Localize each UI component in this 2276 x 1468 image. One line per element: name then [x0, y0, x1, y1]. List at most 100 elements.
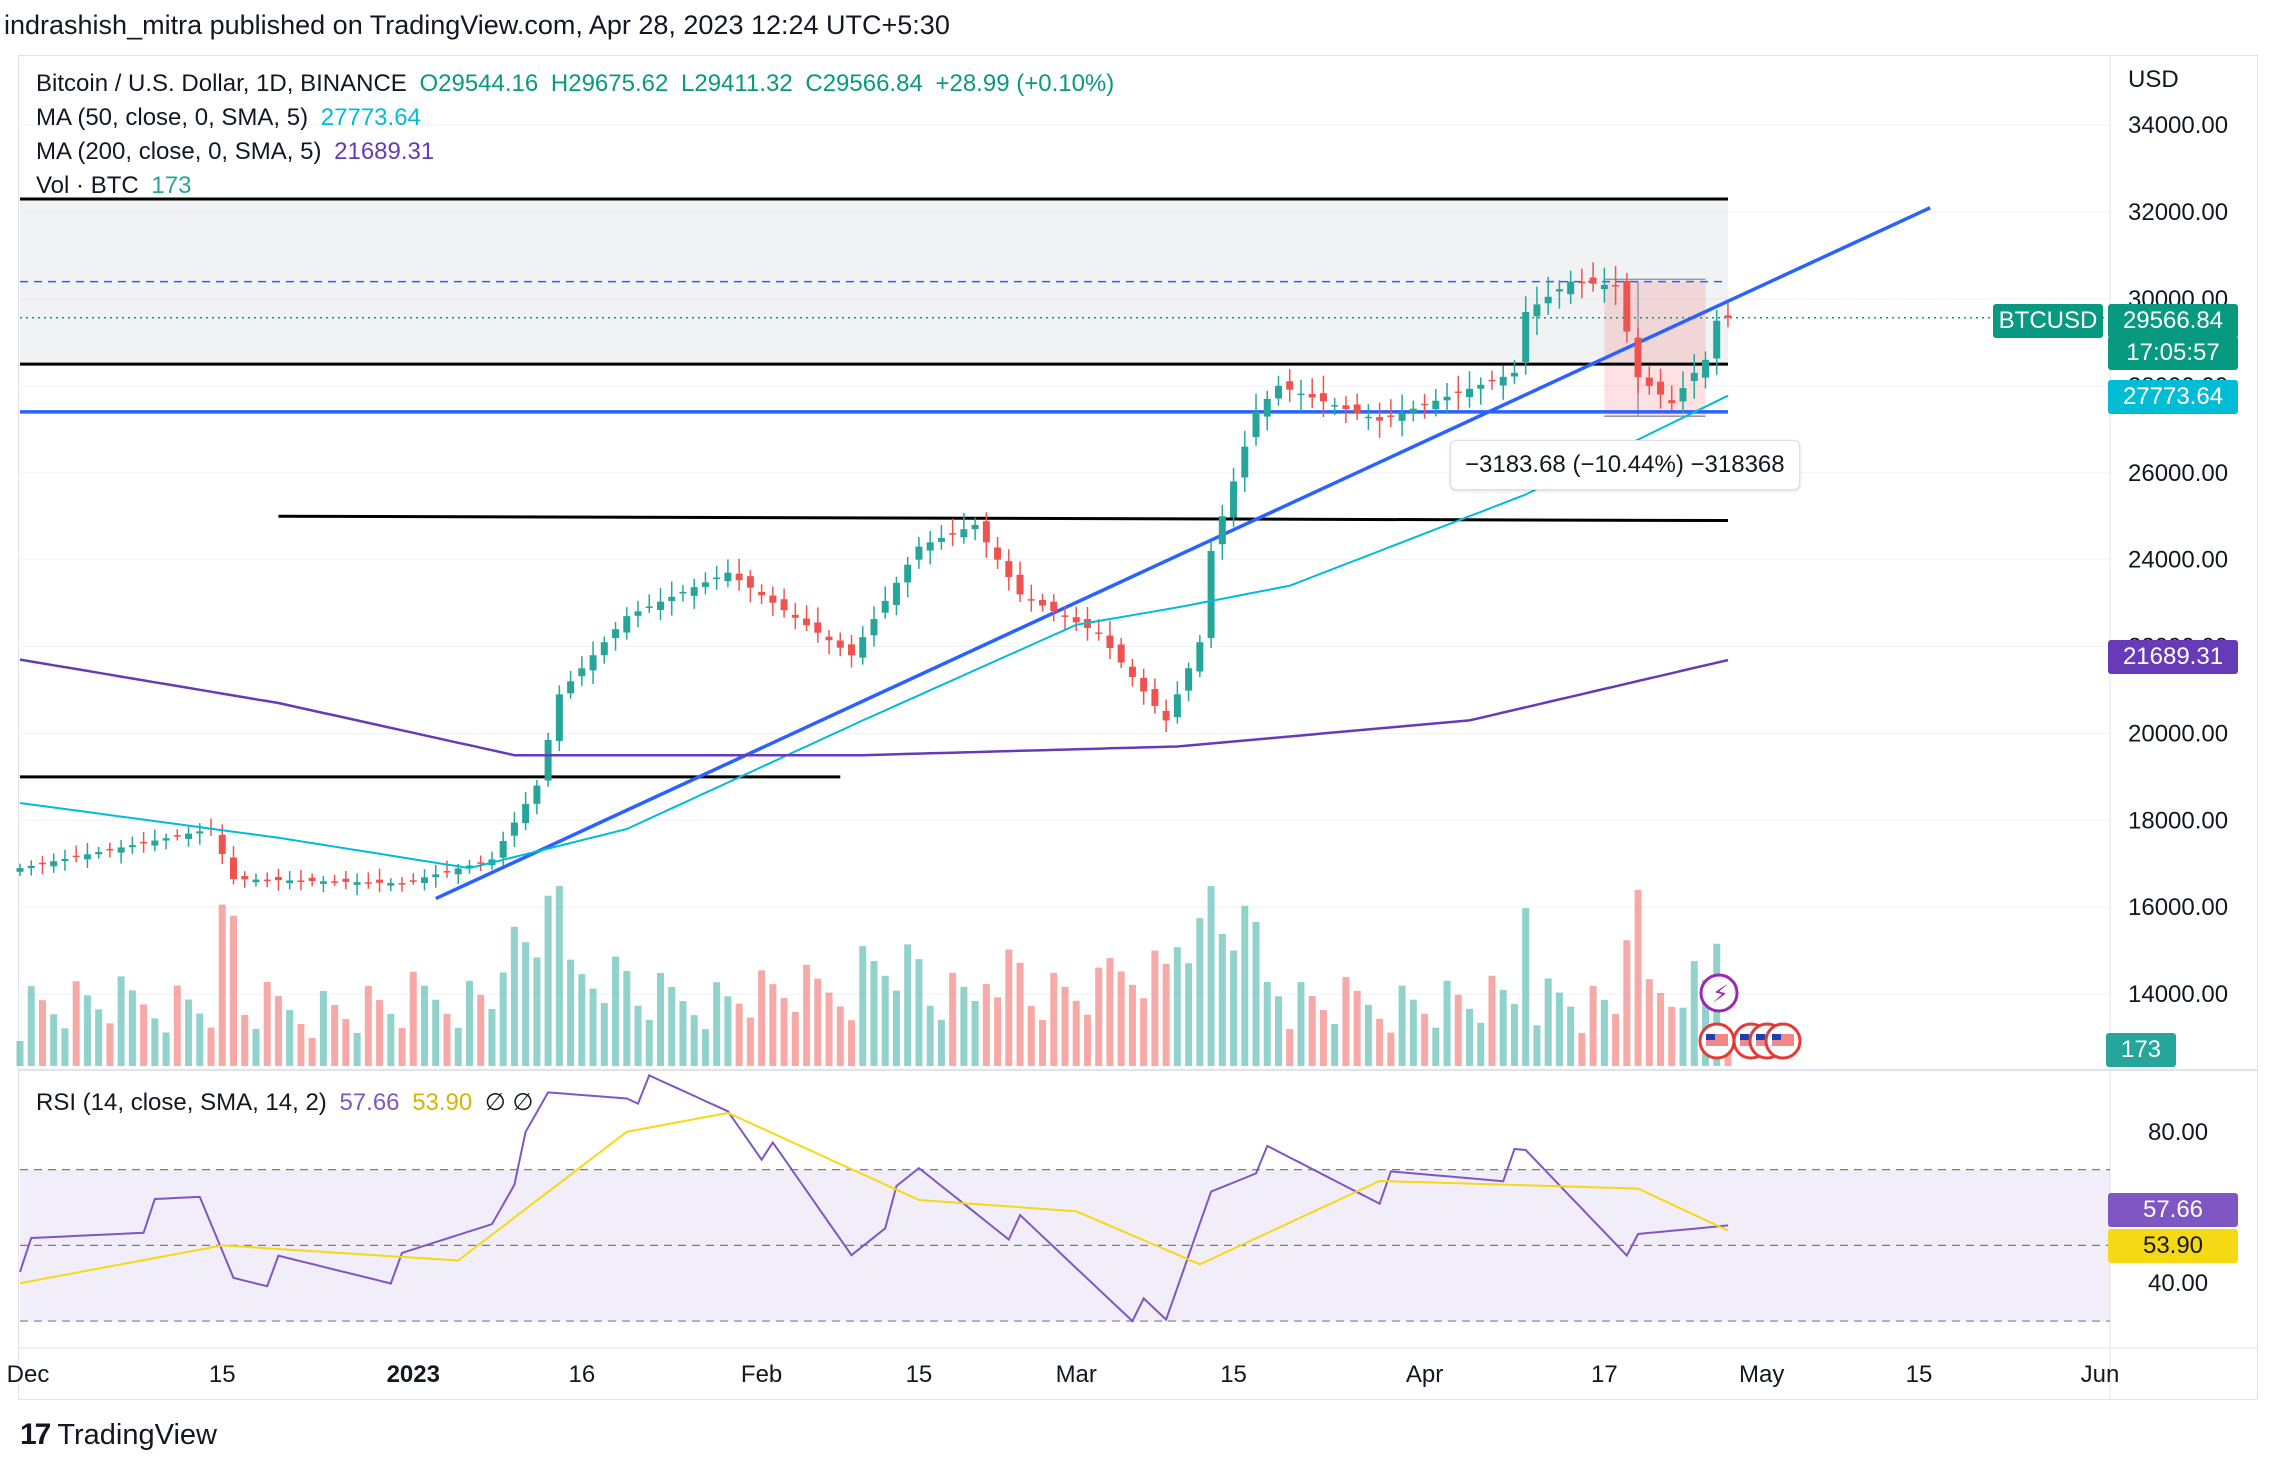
time-axis-label: 15 — [906, 1361, 933, 1388]
candle-body — [140, 841, 148, 844]
volume-bar — [1027, 1006, 1035, 1066]
candle-body — [960, 529, 968, 538]
volume-bar — [1634, 889, 1642, 1066]
volume-bar — [701, 1029, 709, 1066]
volume-bar — [1544, 978, 1552, 1066]
volume-bar — [1421, 1013, 1429, 1066]
candle-body — [319, 881, 327, 884]
candle-body — [1488, 379, 1496, 382]
candle-body — [16, 868, 24, 872]
candle-body — [27, 865, 35, 869]
rsi-tag: 57.66 — [2108, 1193, 2238, 1227]
candle-body — [1173, 694, 1181, 718]
volume-bar — [926, 1005, 934, 1066]
ma200-value: 21689.31 — [334, 138, 435, 165]
rsi-label: RSI (14, close, SMA, 14, 2) — [36, 1089, 327, 1116]
candle-body — [1286, 381, 1294, 390]
candle-body — [95, 852, 103, 855]
volume-bar — [1061, 986, 1069, 1066]
time-axis-label: May — [1739, 1361, 1784, 1388]
volume-bar — [1443, 980, 1451, 1066]
volume-bar — [870, 960, 878, 1066]
candle-body — [769, 595, 777, 603]
candle-body — [1679, 388, 1687, 402]
candle-body — [364, 882, 372, 884]
candle-body — [1398, 412, 1406, 421]
candle-body — [1072, 617, 1080, 623]
volume-bar — [16, 1041, 24, 1066]
volume-bar — [151, 1018, 159, 1066]
volume-bar — [1398, 985, 1406, 1066]
candle-body — [398, 883, 406, 885]
volume-bar — [465, 980, 473, 1066]
candle-body — [791, 614, 799, 618]
open-value: O29544.16 — [419, 70, 539, 97]
volume-bar — [1679, 1007, 1687, 1066]
volume-bar — [342, 1018, 350, 1066]
candle-body — [825, 636, 833, 641]
time-axis-label: Jun — [2081, 1361, 2120, 1388]
time-axis-label: Dec — [7, 1361, 50, 1388]
volume-bar — [1331, 1023, 1339, 1066]
candle-body — [1061, 615, 1069, 617]
volume-bar — [1555, 992, 1563, 1066]
candle-body — [982, 521, 990, 543]
volume-bar — [263, 981, 271, 1066]
candle-body — [1095, 632, 1103, 634]
ma50-value: 27773.64 — [320, 104, 421, 131]
volume-bar — [836, 1006, 844, 1066]
volume-bar — [1657, 993, 1665, 1066]
candle-body — [758, 591, 766, 596]
volume-bar — [443, 1013, 451, 1066]
volume-bar — [1117, 971, 1125, 1066]
volume-bar — [578, 974, 586, 1066]
volume-bar — [421, 985, 429, 1066]
candle-body — [1421, 403, 1429, 406]
volume-bar — [1488, 975, 1496, 1066]
volume-bar — [376, 999, 384, 1066]
volume-bar — [1196, 918, 1204, 1066]
candle-body — [746, 576, 754, 588]
candle-body — [443, 871, 451, 873]
volume-bar — [848, 1020, 856, 1066]
volume-bar — [859, 946, 867, 1066]
candle-body — [848, 644, 856, 656]
candle-body — [1567, 281, 1575, 295]
volume-bar — [398, 1027, 406, 1066]
volume-bar — [409, 971, 417, 1066]
volume-bar — [1477, 1022, 1485, 1066]
candle-body — [971, 524, 979, 530]
candle-body — [151, 840, 159, 846]
candle-body — [915, 546, 923, 560]
volume-bar — [252, 1028, 260, 1066]
candle-body — [656, 601, 664, 610]
candle-body — [668, 596, 676, 601]
measure-region — [1604, 281, 1706, 417]
candle-body — [162, 838, 170, 841]
ma50-legend: MA (50, close, 0, SMA, 5) 27773.64 — [36, 104, 427, 132]
candle-body — [836, 640, 844, 648]
volume-bar — [1567, 1006, 1575, 1066]
candle-body — [1623, 280, 1631, 332]
volume-bar — [612, 956, 620, 1066]
volume-bar — [1083, 1014, 1091, 1066]
volume-bar — [746, 1017, 754, 1066]
lightning-event-icon — [1699, 973, 1739, 1013]
volume-bar — [1207, 886, 1215, 1066]
candle-body — [1499, 376, 1507, 386]
candle-body — [173, 835, 181, 837]
volume-bar — [1645, 979, 1653, 1066]
volume-bar — [1162, 963, 1170, 1066]
candle-body — [578, 668, 586, 677]
volume-bar — [1589, 985, 1597, 1066]
volume-bar — [1050, 972, 1058, 1066]
candle-body — [297, 880, 305, 882]
high-value: H29675.62 — [550, 70, 669, 97]
candle-body — [1713, 320, 1721, 359]
volume-bar — [1353, 990, 1361, 1066]
symbol-label: Bitcoin / U.S. Dollar, 1D, BINANCE — [36, 70, 407, 97]
candle-body — [1005, 561, 1013, 578]
volume-bar — [1263, 981, 1271, 1066]
volume-bar — [331, 1004, 339, 1066]
